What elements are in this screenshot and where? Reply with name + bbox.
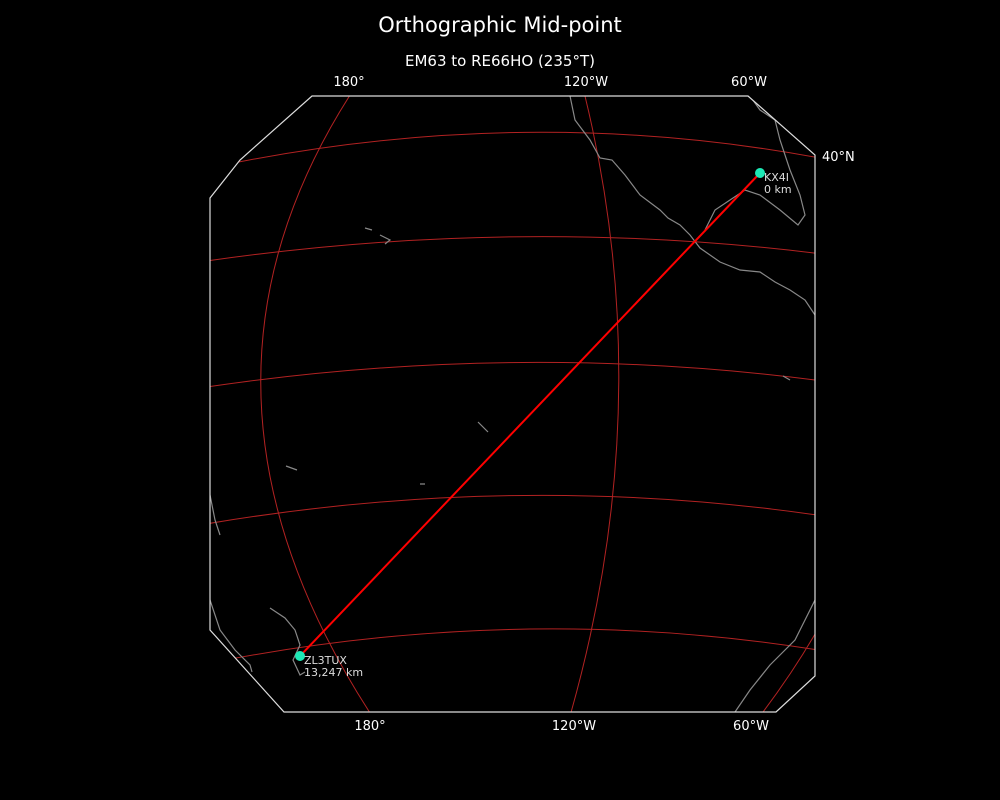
- parallel-line: [210, 131, 815, 171]
- top-tick-label: 120°W: [564, 75, 608, 90]
- parallel-line: [210, 494, 815, 526]
- map-subtitle: EM63 to RE66HO (235°T): [405, 52, 595, 70]
- top-tick-label: 60°W: [731, 75, 767, 90]
- station-marker-kx4i[interactable]: [755, 168, 765, 178]
- coastlines: [210, 96, 815, 712]
- map-title: Orthographic Mid-point: [378, 13, 622, 37]
- parallel-line: [210, 361, 815, 389]
- graticule: [210, 96, 815, 712]
- station-call-label: ZL3TUX: [304, 654, 347, 667]
- station-distance-label: 13,247 km: [304, 666, 363, 679]
- great-circle-path: [299, 172, 761, 657]
- meridian-line: [260, 96, 373, 712]
- station-distance-label: 0 km: [764, 183, 792, 196]
- top-tick-label: 180°: [333, 75, 364, 90]
- map-boundary: [209, 95, 816, 713]
- bottom-tick-label: 60°W: [733, 719, 769, 734]
- bottom-tick-label: 120°W: [552, 719, 596, 734]
- station-marker-zl3tux[interactable]: [295, 651, 305, 661]
- meridian-line: [569, 96, 620, 712]
- parallel-line: [210, 628, 815, 666]
- parallel-line: [210, 236, 815, 263]
- right-tick-label: 40°N: [822, 150, 855, 165]
- station-call-label: KX4I: [764, 171, 789, 184]
- bottom-tick-label: 180°: [354, 719, 385, 734]
